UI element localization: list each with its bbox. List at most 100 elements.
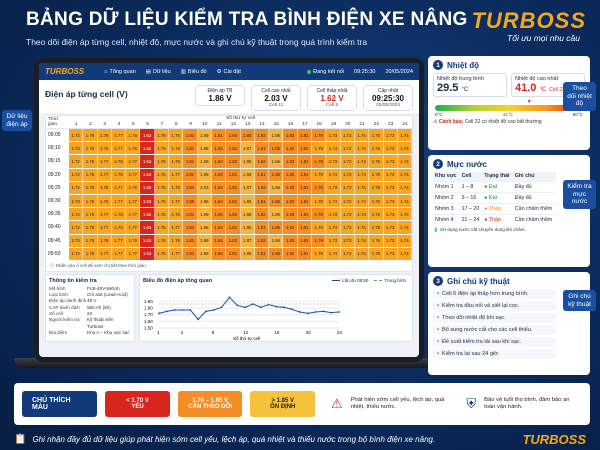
voltage-cell[interactable]: 1.63 — [140, 168, 155, 181]
voltage-cell[interactable]: 1.81 — [297, 181, 313, 194]
voltage-cell[interactable]: 1.72 — [69, 221, 84, 234]
voltage-cell[interactable]: 1.74 — [354, 168, 370, 181]
voltage-cell[interactable]: 1.75 — [369, 247, 384, 260]
voltage-cell[interactable]: 1.75 — [369, 168, 384, 181]
nav-data[interactable]: ▤ Dữ liệu — [145, 68, 171, 75]
voltage-cell[interactable]: 1.73 — [383, 194, 398, 208]
voltage-cell[interactable]: 1.73 — [326, 155, 341, 168]
voltage-cell[interactable]: 1.78 — [111, 155, 127, 168]
voltage-cell[interactable]: 1.74 — [397, 221, 413, 234]
voltage-cell[interactable]: 1.81 — [297, 208, 313, 221]
voltage-cell[interactable]: 1.73 — [383, 208, 398, 221]
voltage-cell[interactable]: 1.81 — [297, 221, 313, 234]
voltage-cell[interactable]: 1.76 — [126, 129, 141, 142]
voltage-cell[interactable]: 1.79 — [312, 155, 327, 168]
voltage-cell[interactable]: 1.72 — [69, 247, 84, 260]
voltage-cell[interactable]: 1.85 — [269, 168, 284, 181]
voltage-cell[interactable]: 1.75 — [369, 221, 384, 234]
voltage-cell[interactable]: 1.76 — [154, 181, 170, 194]
voltage-cell[interactable]: 1.84 — [211, 234, 227, 247]
voltage-cell[interactable]: 1.81 — [254, 194, 270, 208]
voltage-cell[interactable]: 1.86 — [240, 221, 255, 234]
voltage-cell[interactable]: 1.76 — [154, 208, 170, 221]
voltage-cell[interactable]: 1.78 — [97, 181, 112, 194]
voltage-cell[interactable]: 1.77 — [169, 168, 184, 181]
voltage-cell[interactable]: 1.72 — [340, 221, 355, 234]
voltage-cell[interactable]: 1.73 — [326, 181, 341, 194]
voltage-cell[interactable]: 1.96 — [197, 221, 212, 234]
voltage-cell[interactable]: 1.84 — [226, 129, 241, 142]
voltage-cell[interactable]: 1.81 — [183, 181, 198, 194]
voltage-cell[interactable]: 1.83 — [283, 208, 298, 221]
voltage-cell[interactable]: 1.73 — [69, 194, 84, 208]
voltage-cell[interactable]: 1.81 — [226, 221, 241, 234]
voltage-cell[interactable]: 1.75 — [83, 194, 98, 208]
voltage-cell[interactable]: 1.74 — [397, 155, 413, 168]
voltage-cell[interactable]: 1.74 — [326, 194, 341, 208]
voltage-cell[interactable]: 1.81 — [297, 194, 313, 208]
voltage-cell[interactable]: 1.77 — [126, 155, 141, 168]
voltage-cell[interactable]: 1.73 — [383, 247, 398, 260]
voltage-cell[interactable]: 1.83 — [283, 155, 298, 168]
voltage-cell[interactable]: 1.72 — [340, 142, 355, 155]
voltage-cell[interactable]: 1.76 — [83, 181, 98, 194]
voltage-cell[interactable]: 1.81 — [226, 142, 241, 155]
voltage-cell[interactable]: 1.77 — [111, 247, 127, 260]
voltage-cell[interactable]: 1.74 — [326, 247, 341, 260]
voltage-cell[interactable]: 1.75 — [154, 247, 170, 260]
voltage-cell[interactable]: 1.77 — [169, 247, 184, 260]
voltage-cell[interactable]: 1.73 — [326, 129, 341, 142]
voltage-cell[interactable]: 1.85 — [240, 129, 255, 142]
voltage-cell[interactable]: 1.77 — [97, 221, 112, 234]
voltage-cell[interactable]: 1.75 — [83, 221, 98, 234]
voltage-cell[interactable]: 1.76 — [97, 194, 112, 208]
voltage-cell[interactable]: 1.74 — [354, 194, 370, 208]
voltage-cell[interactable]: 1.81 — [183, 208, 198, 221]
voltage-cell[interactable]: 1.78 — [154, 129, 170, 142]
voltage-cell[interactable]: 1.73 — [326, 208, 341, 221]
voltage-cell[interactable]: 1.82 — [254, 155, 270, 168]
voltage-cell[interactable]: 1.81 — [226, 247, 241, 260]
voltage-cell[interactable]: 1.76 — [83, 208, 98, 221]
voltage-cell[interactable]: 1.75 — [83, 142, 98, 155]
voltage-cell[interactable]: 1.72 — [340, 208, 355, 221]
voltage-cell[interactable]: 1.62 — [140, 234, 155, 247]
voltage-cell[interactable]: 1.77 — [111, 142, 127, 155]
voltage-cell[interactable]: 1.75 — [369, 194, 384, 208]
voltage-cell[interactable]: 1.78 — [97, 129, 112, 142]
voltage-cell[interactable]: 1.99 — [197, 208, 212, 221]
voltage-cell[interactable]: 1.81 — [226, 194, 241, 208]
voltage-cell[interactable]: 1.79 — [312, 208, 327, 221]
voltage-cell[interactable]: 1.83 — [283, 181, 298, 194]
voltage-cell[interactable]: 1.73 — [383, 129, 398, 142]
voltage-cell[interactable]: 1.78 — [111, 208, 127, 221]
voltage-cell[interactable]: 1.74 — [397, 168, 413, 181]
voltage-cell[interactable]: 1.81 — [297, 234, 313, 247]
voltage-cell[interactable]: 1.78 — [312, 221, 327, 234]
voltage-cell[interactable]: 1.77 — [97, 247, 112, 260]
voltage-cell[interactable]: 1.77 — [126, 221, 141, 234]
voltage-cell[interactable]: 1.73 — [383, 181, 398, 194]
voltage-cell[interactable]: 1.78 — [312, 247, 327, 260]
voltage-cell[interactable]: 1.74 — [354, 129, 370, 142]
voltage-cell[interactable]: 1.82 — [254, 129, 270, 142]
voltage-cell[interactable]: 1.63 — [140, 194, 155, 208]
voltage-cell[interactable]: 1.85 — [269, 221, 284, 234]
voltage-cell[interactable]: 1.73 — [69, 234, 84, 247]
voltage-cell[interactable]: 1.87 — [240, 181, 255, 194]
voltage-cell[interactable]: 1.77 — [111, 234, 127, 247]
voltage-cell[interactable]: 1.76 — [369, 181, 384, 194]
voltage-cell[interactable]: 1.73 — [69, 142, 84, 155]
voltage-cell[interactable]: 1.84 — [211, 247, 227, 260]
voltage-cell[interactable]: 1.72 — [69, 208, 84, 221]
voltage-cell[interactable]: 1.76 — [369, 234, 384, 247]
voltage-cell[interactable]: 1.77 — [169, 194, 184, 208]
voltage-cell[interactable]: 1.76 — [169, 155, 184, 168]
voltage-cell[interactable]: 1.81 — [297, 247, 313, 260]
voltage-cell[interactable]: 1.87 — [240, 234, 255, 247]
voltage-cell[interactable]: 1.86 — [269, 155, 284, 168]
voltage-cell[interactable]: 1.76 — [111, 168, 127, 181]
voltage-cell[interactable]: 1.77 — [126, 247, 141, 260]
voltage-cell[interactable]: 1.73 — [383, 155, 398, 168]
voltage-cell[interactable]: 1.76 — [83, 129, 98, 142]
